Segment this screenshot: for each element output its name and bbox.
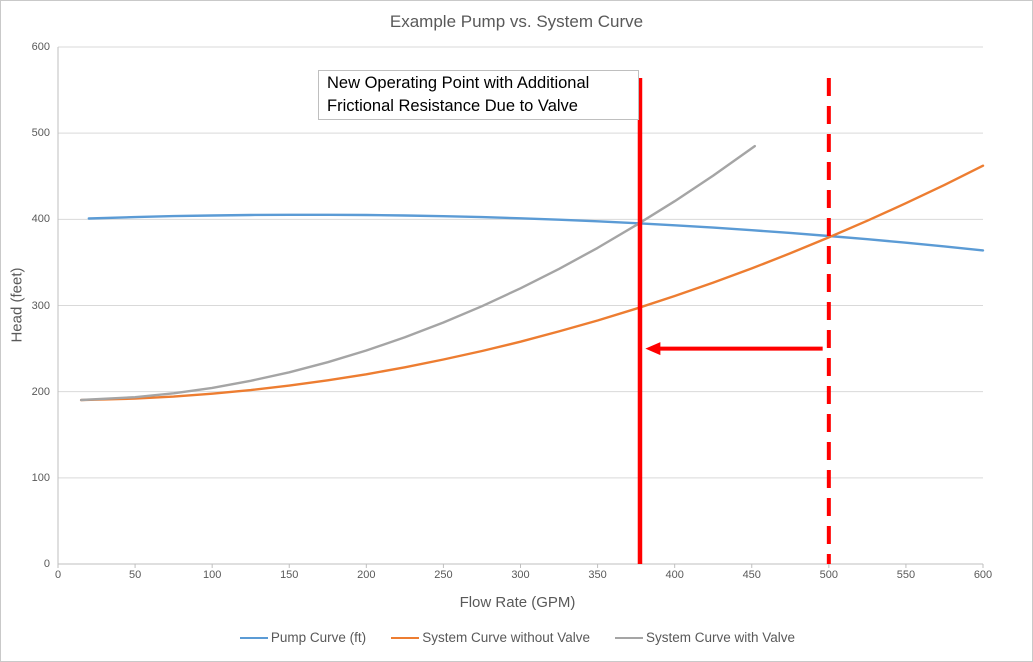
legend-item-system-curve-with-valve: System Curve with Valve [615, 630, 795, 645]
legend-item-system-curve-without-valve: System Curve without Valve [391, 630, 590, 645]
pump-curve-ft-line [87, 213, 985, 252]
legend: Pump Curve (ft) System Curve without Valv… [1, 630, 1032, 645]
annotation-line-1: New Operating Point with Additional [327, 74, 590, 92]
x-tick-label-350: 350 [588, 569, 607, 581]
x-tick-label-400: 400 [665, 569, 684, 581]
x-tick-label-550: 550 [896, 569, 916, 581]
legend-label-system-curve-without-valve: System Curve without Valve [422, 630, 591, 645]
legend-label-system-curve-with-valve: System Curve with Valve [646, 630, 796, 645]
x-axis-title: Flow Rate (GPM) [459, 594, 576, 611]
x-tick-label-150: 150 [280, 569, 299, 581]
x-tick-label-50: 50 [128, 569, 142, 581]
x-tick-label-100: 100 [202, 569, 222, 581]
y-tick-label-400: 400 [31, 213, 50, 226]
legend-item-pump-curve-ft: Pump Curve (ft) [239, 630, 367, 645]
y-tick-label-300: 300 [31, 299, 50, 312]
x-tick-label-500: 500 [819, 569, 838, 581]
annotation-line-2: Frictional Resistance Due to Valve [327, 97, 578, 115]
x-tick-label-250: 250 [434, 569, 453, 581]
legend-marker-pump-curve-ft-icon [239, 636, 268, 639]
legend-marker-system-curve-with-valve-icon [615, 636, 644, 639]
x-tick-label-450: 450 [742, 569, 761, 581]
x-tick-label-200: 200 [357, 569, 376, 581]
y-tick-label-600: 600 [31, 41, 50, 53]
legend-marker-system-curve-without-valve-icon [391, 636, 420, 639]
chart-title: Example Pump vs. System Curve [389, 12, 644, 31]
legend-label-pump-curve-ft: Pump Curve (ft) [270, 630, 367, 645]
system-curve-without-valve-line [79, 164, 985, 402]
shift-arrow-head [645, 342, 661, 356]
y-tick-label-0: 0 [43, 558, 50, 570]
system-curve-with-valve-line [79, 144, 756, 402]
x-tick-label-0: 0 [54, 569, 62, 581]
annotation-box: New Operating Point with Additional Fric… [318, 70, 639, 120]
x-tick-label-300: 300 [511, 569, 530, 581]
x-tick-label-600: 600 [973, 569, 993, 581]
y-tick-label-200: 200 [31, 385, 50, 398]
y-tick-label-500: 500 [31, 127, 50, 140]
y-tick-label-100: 100 [31, 471, 50, 484]
